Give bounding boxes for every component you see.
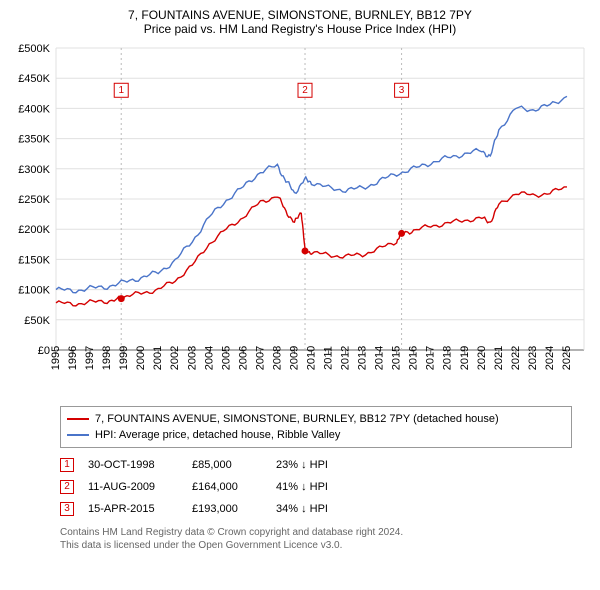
svg-text:1995: 1995: [50, 346, 62, 370]
legend: 7, FOUNTAINS AVENUE, SIMONSTONE, BURNLEY…: [60, 406, 572, 448]
legend-label: 7, FOUNTAINS AVENUE, SIMONSTONE, BURNLEY…: [95, 411, 499, 427]
event-marker-box: 1: [60, 458, 74, 472]
svg-text:£300K: £300K: [18, 164, 50, 176]
event-price: £193,000: [192, 498, 262, 520]
svg-text:2024: 2024: [544, 346, 556, 370]
svg-text:£500K: £500K: [18, 43, 50, 55]
svg-text:2022: 2022: [510, 346, 522, 370]
svg-text:1999: 1999: [118, 346, 130, 370]
svg-text:2005: 2005: [220, 346, 232, 370]
svg-text:1: 1: [118, 85, 124, 96]
svg-text:£50K: £50K: [24, 315, 50, 327]
event-price: £85,000: [192, 454, 262, 476]
svg-text:2014: 2014: [374, 346, 386, 370]
svg-text:2025: 2025: [561, 346, 573, 370]
legend-label: HPI: Average price, detached house, Ribb…: [95, 427, 340, 443]
svg-text:2004: 2004: [203, 346, 215, 370]
event-date: 11-AUG-2009: [88, 476, 178, 498]
svg-text:2009: 2009: [288, 346, 300, 370]
legend-swatch: [67, 434, 89, 436]
svg-text:2001: 2001: [152, 346, 164, 370]
svg-text:2023: 2023: [527, 346, 539, 370]
svg-text:2002: 2002: [169, 346, 181, 370]
event-price: £164,000: [192, 476, 262, 498]
svg-text:2: 2: [302, 85, 308, 96]
chart-title: 7, FOUNTAINS AVENUE, SIMONSTONE, BURNLEY…: [8, 8, 592, 22]
event-date: 30-OCT-1998: [88, 454, 178, 476]
svg-text:2000: 2000: [135, 346, 147, 370]
event-date: 15-APR-2015: [88, 498, 178, 520]
event-row: 3 15-APR-2015 £193,000 34% ↓ HPI: [60, 498, 572, 520]
event-diff: 34% ↓ HPI: [276, 498, 328, 520]
svg-text:£350K: £350K: [18, 134, 50, 146]
svg-text:£250K: £250K: [18, 194, 50, 206]
svg-text:2007: 2007: [254, 346, 266, 370]
svg-text:2018: 2018: [442, 346, 454, 370]
svg-text:2017: 2017: [425, 346, 437, 370]
svg-text:2013: 2013: [357, 346, 369, 370]
event-marker-box: 3: [60, 502, 74, 516]
svg-text:2015: 2015: [391, 346, 403, 370]
line-chart: £0 £50K £100K £150K £200K £250K £300K £350K £400…: [8, 40, 592, 400]
svg-text:2008: 2008: [271, 346, 283, 370]
svg-text:2003: 2003: [186, 346, 198, 370]
svg-text:2012: 2012: [340, 346, 352, 370]
footer-line: This data is licensed under the Open Gov…: [60, 539, 572, 552]
svg-text:2011: 2011: [323, 346, 335, 370]
legend-item: 7, FOUNTAINS AVENUE, SIMONSTONE, BURNLEY…: [67, 411, 565, 427]
footer: Contains HM Land Registry data © Crown c…: [60, 526, 572, 552]
footer-line: Contains HM Land Registry data © Crown c…: [60, 526, 572, 539]
svg-text:3: 3: [399, 85, 405, 96]
svg-text:£0: £0: [38, 345, 50, 357]
legend-swatch: [67, 418, 89, 420]
svg-text:£100K: £100K: [18, 285, 50, 297]
event-row: 1 30-OCT-1998 £85,000 23% ↓ HPI: [60, 454, 572, 476]
svg-text:£450K: £450K: [18, 73, 50, 85]
svg-text:£150K: £150K: [18, 254, 50, 266]
svg-text:1997: 1997: [84, 346, 96, 370]
svg-text:2006: 2006: [237, 346, 249, 370]
svg-text:2020: 2020: [476, 346, 488, 370]
legend-item: HPI: Average price, detached house, Ribb…: [67, 427, 565, 443]
svg-text:2021: 2021: [493, 346, 505, 370]
svg-text:2019: 2019: [459, 346, 471, 370]
svg-text:2016: 2016: [408, 346, 420, 370]
svg-text:£200K: £200K: [18, 224, 50, 236]
chart-subtitle: Price paid vs. HM Land Registry's House …: [8, 22, 592, 36]
chart-area: £0 £50K £100K £150K £200K £250K £300K £350K £400…: [8, 40, 592, 400]
svg-text:1996: 1996: [67, 346, 79, 370]
svg-text:1998: 1998: [101, 346, 113, 370]
event-diff: 23% ↓ HPI: [276, 454, 328, 476]
events-table: 1 30-OCT-1998 £85,000 23% ↓ HPI 2 11-AUG-2009…: [60, 454, 572, 520]
event-marker-box: 2: [60, 480, 74, 494]
event-row: 2 11-AUG-2009 £164,000 41% ↓ HPI: [60, 476, 572, 498]
event-diff: 41% ↓ HPI: [276, 476, 328, 498]
svg-text:£400K: £400K: [18, 103, 50, 115]
svg-text:2010: 2010: [305, 346, 317, 370]
